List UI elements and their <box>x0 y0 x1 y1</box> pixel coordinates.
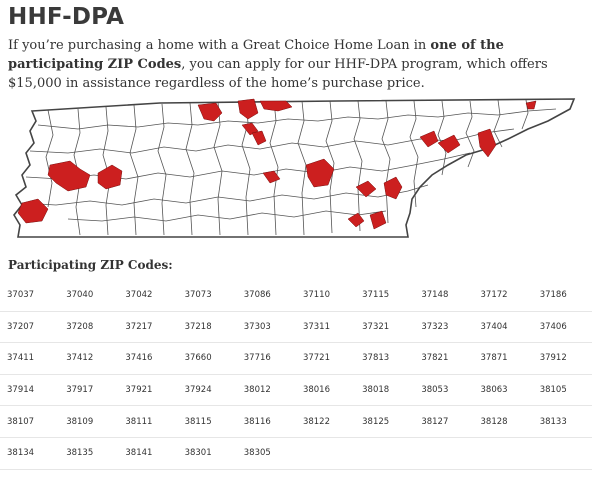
zip-code-cell: 38016 <box>295 374 356 407</box>
zip-code-cell: 37115 <box>355 280 415 312</box>
zip-code-cell: 37912 <box>532 342 592 375</box>
zip-code-cell: 37148 <box>414 280 474 312</box>
zip-code-cell <box>295 437 356 470</box>
zip-code-cell: 37721 <box>295 342 356 375</box>
zip-code-cell: 37917 <box>59 374 119 407</box>
zip-code-cell: 37218 <box>177 311 237 344</box>
zip-code-cell: 37172 <box>473 280 533 312</box>
zip-code-cell: 37416 <box>118 342 178 375</box>
zip-code-cell: 38115 <box>177 405 237 438</box>
table-row: 37037 37040 37042 37073 37086 37110 3711… <box>0 280 592 312</box>
zip-code-cell: 37186 <box>532 280 592 312</box>
zip-code-cell: 38301 <box>177 437 237 470</box>
table-row: 37411 37412 37416 37660 37716 37721 3781… <box>0 342 592 375</box>
zip-code-cell: 38125 <box>355 405 415 438</box>
zip-code-cell: 37813 <box>355 342 415 375</box>
zip-code-cell <box>473 437 533 470</box>
zip-code-cell: 38116 <box>236 405 296 438</box>
zip-code-cell: 38109 <box>59 405 119 438</box>
zip-code-cell: 37871 <box>473 342 533 375</box>
zip-code-cell: 37821 <box>414 342 474 375</box>
zip-code-cell: 37208 <box>59 311 119 344</box>
zip-code-cell: 38122 <box>295 405 356 438</box>
zip-code-cell: 38128 <box>473 405 533 438</box>
zip-code-cell: 38127 <box>414 405 474 438</box>
zip-code-cell: 37924 <box>177 374 237 407</box>
zip-code-cell: 37921 <box>118 374 178 407</box>
table-row: 37914 37917 37921 37924 38012 38016 3801… <box>0 374 592 407</box>
zip-code-cell: 38135 <box>59 437 119 470</box>
zip-codes-heading: Participating ZIP Codes: <box>8 258 173 272</box>
table-row: 37207 37208 37217 37218 37303 37311 3732… <box>0 311 592 344</box>
zip-code-cell: 37042 <box>118 280 178 312</box>
zip-code-cell: 38063 <box>473 374 533 407</box>
zip-code-cell: 38105 <box>532 374 592 407</box>
zip-code-cell: 38133 <box>532 405 592 438</box>
zip-code-cell: 37040 <box>59 280 119 312</box>
zip-code-cell: 37412 <box>59 342 119 375</box>
zip-code-cell: 37086 <box>236 280 296 312</box>
zip-code-cell: 37217 <box>118 311 178 344</box>
state-outline <box>13 98 576 238</box>
zip-code-cell: 37207 <box>0 311 60 344</box>
zip-code-cell: 37110 <box>295 280 356 312</box>
zip-code-cell: 38141 <box>118 437 178 470</box>
page-title: HHF-DPA <box>8 4 125 30</box>
county-lines <box>21 99 557 236</box>
zip-code-cell: 37311 <box>295 311 356 344</box>
zip-code-cell: 37404 <box>473 311 533 344</box>
zip-code-cell <box>414 437 474 470</box>
zip-code-cell: 37660 <box>177 342 237 375</box>
highlighted-zip-areas <box>17 98 537 230</box>
zip-code-cell: 38111 <box>118 405 178 438</box>
participating-zip-link[interactable]: one of the participating ZIP Codes <box>8 38 504 72</box>
zip-code-cell: 37303 <box>236 311 296 344</box>
zip-code-cell: 37073 <box>177 280 237 312</box>
zip-code-cell: 38107 <box>0 405 60 438</box>
intro-paragraph: If you’re purchasing a home with a Great… <box>8 36 594 93</box>
zip-code-cell: 37716 <box>236 342 296 375</box>
intro-text-end: , you can apply for our HHF-DPA program,… <box>8 57 548 91</box>
intro-text-start: If you’re purchasing a home with a Great… <box>8 38 431 53</box>
zip-codes-table: 37037 37040 37042 37073 37086 37110 3711… <box>0 280 592 470</box>
zip-code-cell: 38134 <box>0 437 60 470</box>
table-row: 38134 38135 38141 38301 38305 <box>0 437 592 470</box>
zip-code-cell <box>355 437 415 470</box>
zip-code-cell: 37411 <box>0 342 60 375</box>
tennessee-county-map <box>13 98 576 238</box>
zip-code-cell: 37323 <box>414 311 474 344</box>
zip-code-cell: 37037 <box>0 280 60 312</box>
zip-code-cell: 37914 <box>0 374 60 407</box>
zip-code-cell: 37406 <box>532 311 592 344</box>
zip-code-cell: 38305 <box>236 437 296 470</box>
zip-code-cell: 38012 <box>236 374 296 407</box>
zip-code-cell: 38018 <box>355 374 415 407</box>
zip-code-cell: 37321 <box>355 311 415 344</box>
zip-code-cell: 38053 <box>414 374 474 407</box>
table-row: 38107 38109 38111 38115 38116 38122 3812… <box>0 405 592 438</box>
zip-code-cell <box>532 437 592 470</box>
